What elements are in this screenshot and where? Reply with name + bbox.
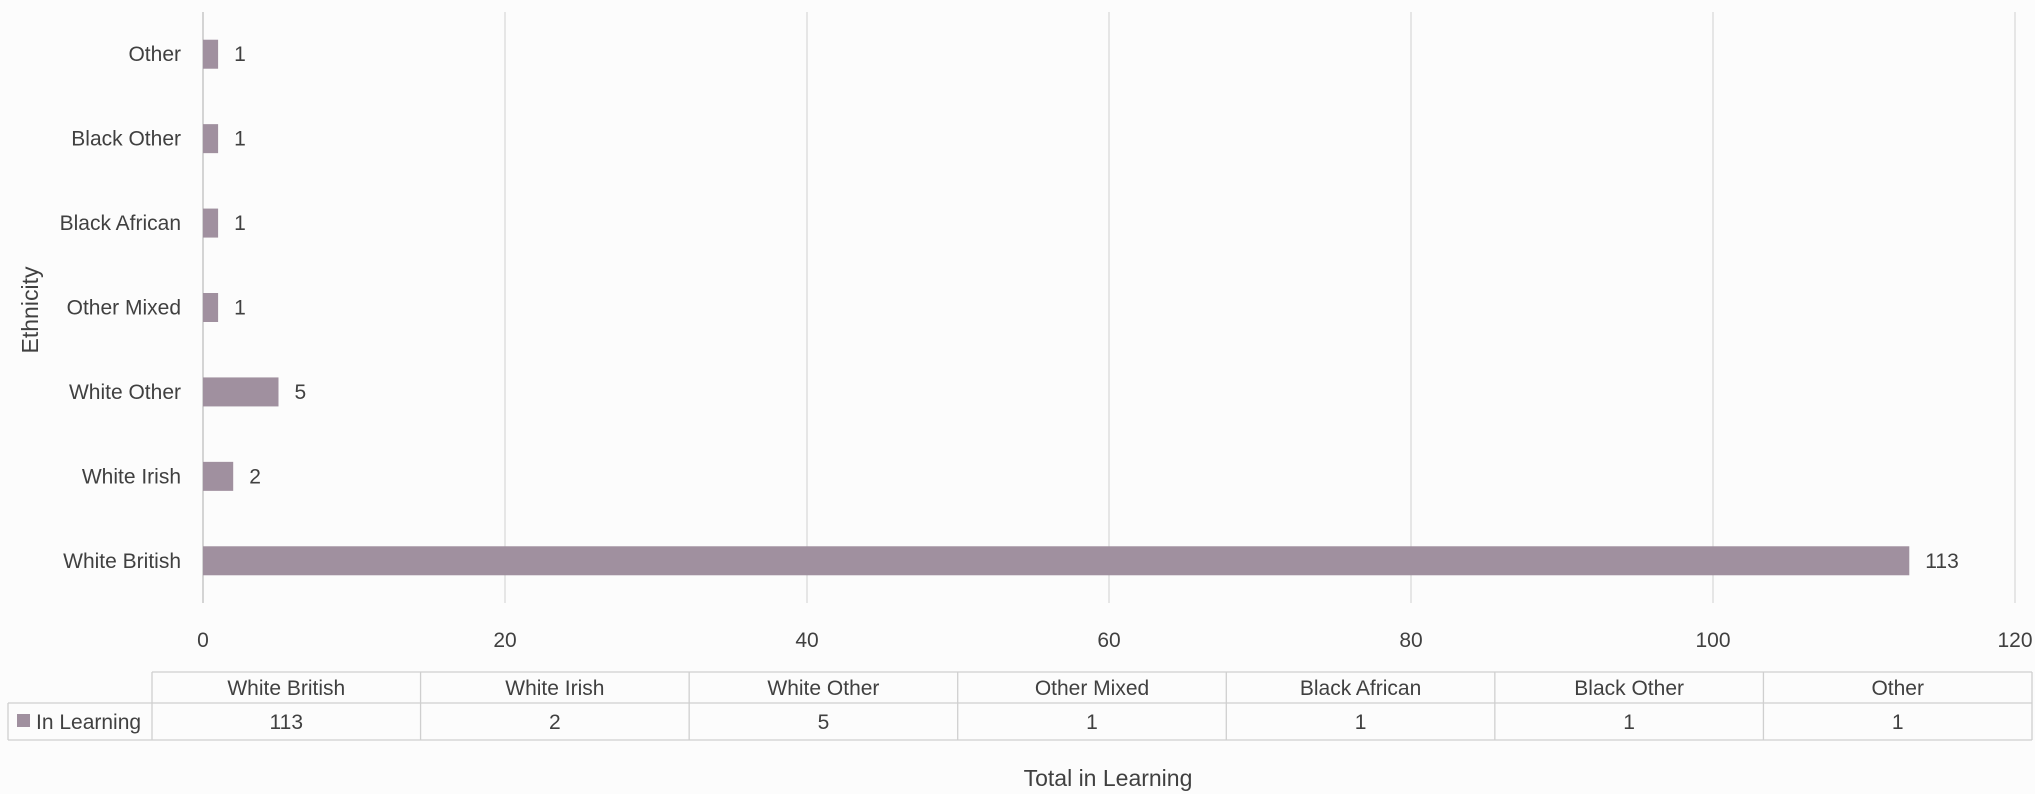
table-value-cell: 1 — [1086, 711, 1098, 734]
table-value-cell: 113 — [270, 711, 303, 734]
category-label: Black Other — [71, 128, 181, 151]
data-label: 1 — [234, 43, 246, 66]
bar — [203, 461, 234, 491]
x-tick-label: 100 — [1695, 629, 1730, 652]
data-label: 1 — [234, 128, 246, 151]
data-table: White British 113 White Irish 2 White Other 5… — [7, 671, 2033, 741]
bar — [203, 293, 219, 322]
x-tick-label: 120 — [1997, 629, 2032, 652]
legend-swatch — [17, 714, 30, 727]
x-tick-label: 40 — [795, 629, 818, 652]
table-header-cell: Other — [1871, 677, 1924, 700]
value-axis-ticks: 0 20 40 60 80 100 120 — [197, 629, 2032, 652]
category-label: Other Mixed — [67, 297, 181, 320]
category-label: White Other — [69, 381, 181, 404]
table-header-cell: White Other — [767, 677, 879, 700]
table-value-cell: 1 — [1623, 711, 1635, 734]
table-value-cell: 1 — [1355, 711, 1367, 734]
bar — [203, 546, 1910, 576]
bars — [203, 39, 1910, 576]
y-axis-title: Ethnicity — [17, 266, 43, 353]
data-label: 2 — [249, 465, 261, 488]
category-label: White Irish — [82, 465, 181, 488]
category-label: Other — [128, 43, 181, 66]
x-tick-label: 0 — [197, 629, 209, 652]
gridlines — [202, 12, 2016, 603]
x-tick-label: 80 — [1399, 629, 1422, 652]
table-header-cell: White British — [227, 677, 345, 700]
table-value-cell: 5 — [818, 711, 830, 734]
x-axis-title: Total in Learning — [1024, 765, 1193, 791]
data-label: 1 — [234, 212, 246, 235]
table-header-cell: Other Mixed — [1035, 677, 1149, 700]
category-label: White British — [63, 550, 181, 573]
x-tick-label: 60 — [1097, 629, 1120, 652]
bar — [203, 124, 219, 154]
bar — [203, 39, 219, 69]
category-axis-labels: White British White Irish White Other Other… — [60, 43, 181, 573]
table-value-cell: 1 — [1892, 711, 1904, 734]
data-label: 113 — [1925, 550, 1958, 573]
table-value-cell: 2 — [549, 711, 561, 734]
category-label: Black African — [60, 212, 181, 235]
table-header-cell: White Irish — [505, 677, 604, 700]
legend-series-name: In Learning — [36, 711, 141, 734]
bar — [203, 208, 219, 238]
data-labels: 113 2 5 1 1 1 1 — [234, 43, 1959, 573]
table-header-cell: Black African — [1300, 677, 1421, 700]
data-label: 1 — [234, 297, 246, 320]
x-tick-label: 20 — [493, 629, 516, 652]
data-label: 5 — [295, 381, 307, 404]
bar — [203, 377, 279, 407]
table-header-cell: Black Other — [1574, 677, 1684, 700]
